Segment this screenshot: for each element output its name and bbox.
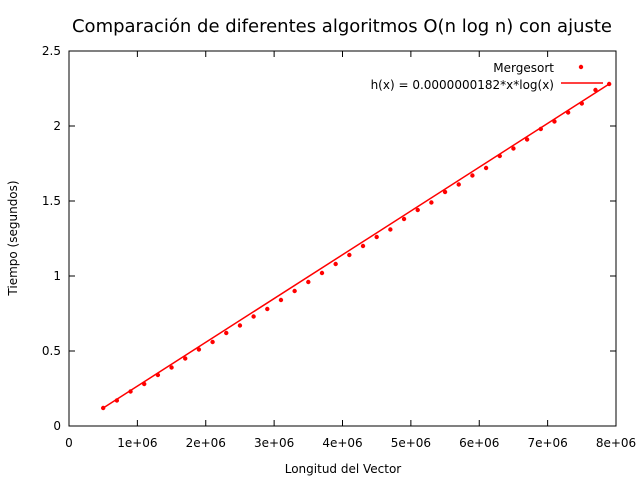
x-tick-label: 3e+06 [254, 436, 294, 450]
data-point [128, 389, 133, 394]
plot-frame [68, 50, 617, 427]
legend-label-fit: h(x) = 0.0000000182*x*log(x) [371, 78, 554, 92]
data-point [538, 126, 543, 132]
data-point [319, 270, 325, 276]
data-point [524, 137, 530, 142]
data-point [401, 216, 407, 222]
data-point [347, 252, 352, 258]
legend-label-mergesort: Mergesort [493, 61, 554, 75]
data-point [415, 207, 420, 213]
data-point [210, 339, 215, 345]
data-point [251, 314, 256, 319]
data-point [442, 189, 448, 195]
data-point [552, 119, 557, 124]
data-point [388, 227, 393, 232]
data-point [333, 261, 338, 267]
y-tick-label: 0.5 [42, 344, 61, 358]
x-tick-label: 5e+06 [391, 436, 431, 450]
x-axis-label: Longitud del Vector [285, 462, 402, 476]
data-point [606, 81, 612, 87]
series-layer [100, 81, 612, 411]
y-tick-label: 1 [53, 269, 61, 283]
x-tick-label: 4e+06 [322, 436, 362, 450]
data-point [292, 288, 297, 294]
data-point [456, 182, 461, 187]
data-point [142, 381, 147, 387]
y-axis-label: Tiempo (segundos) [6, 180, 20, 296]
data-point [483, 165, 489, 171]
data-point [470, 173, 475, 178]
data-point [196, 347, 202, 352]
data-point [237, 323, 243, 328]
data-point [100, 405, 106, 411]
legend: Mergesort h(x) = 0.0000000182*x*log(x) [371, 61, 603, 92]
data-point [183, 356, 188, 361]
legend-marker-mergesort [578, 64, 584, 70]
data-point [306, 279, 311, 285]
data-point [155, 372, 161, 378]
data-point [265, 306, 270, 312]
chart-title: Comparación de diferentes algoritmos O(n… [72, 16, 612, 37]
data-point [511, 146, 516, 151]
fit-line [102, 83, 610, 409]
data-point [169, 365, 174, 370]
x-axis-ticks: 0 1e+06 2e+06 3e+06 4e+06 5e+06 6e+06 7e+06 8e+0… [65, 51, 636, 450]
data-point [497, 153, 502, 159]
x-tick-label: 2e+06 [186, 436, 226, 450]
data-point [429, 200, 434, 205]
x-tick-label: 0 [65, 436, 73, 450]
x-tick-label: 1e+06 [117, 436, 157, 450]
x-tick-label: 6e+06 [459, 436, 499, 450]
data-point [278, 297, 284, 303]
y-tick-label: 2.5 [42, 44, 61, 58]
data-point [579, 101, 585, 106]
data-point [374, 234, 379, 240]
data-point [360, 243, 366, 249]
x-tick-label: 7e+06 [527, 436, 567, 450]
y-tick-label: 0 [53, 419, 61, 433]
data-point [593, 87, 598, 93]
data-point [224, 330, 229, 336]
y-axis-ticks: 0 0.5 1 1.5 2 2.5 [42, 44, 616, 433]
y-tick-label: 1.5 [42, 194, 61, 208]
y-tick-label: 2 [53, 119, 61, 133]
x-tick-label: 8e+06 [596, 436, 636, 450]
data-point [565, 110, 571, 115]
data-point [114, 398, 120, 403]
